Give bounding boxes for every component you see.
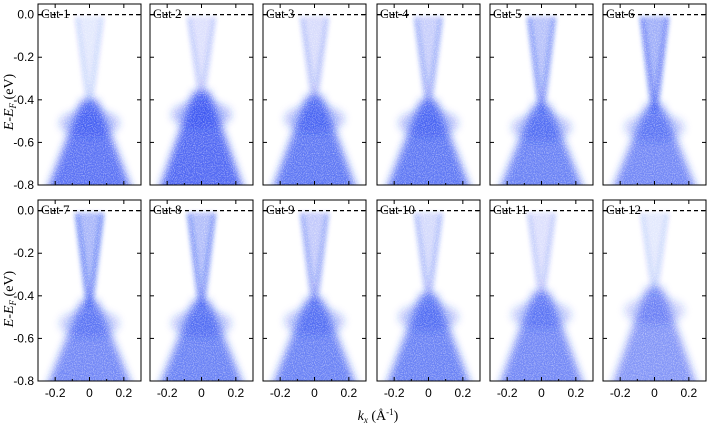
x-tick-label: 0 bbox=[538, 386, 545, 400]
panel-label: Cut 4 bbox=[380, 6, 409, 21]
intensity-map bbox=[263, 200, 366, 381]
x-tick-label: 0.2 bbox=[567, 386, 584, 400]
x-tick-label: 0 bbox=[198, 386, 205, 400]
panel-label: Cut 5 bbox=[493, 6, 522, 21]
x-tick-label: -0.2 bbox=[45, 386, 66, 400]
intensity-map bbox=[377, 4, 480, 185]
y-tick-label: -0.2 bbox=[13, 50, 34, 64]
x-tick-label: -0.2 bbox=[270, 386, 291, 400]
x-tick-label: -0.2 bbox=[157, 386, 178, 400]
x-tick-label: -0.2 bbox=[384, 386, 405, 400]
x-tick-label: 0.2 bbox=[454, 386, 471, 400]
arpes-panel: Cut 6 bbox=[602, 3, 707, 186]
y-tick-label: 0.0 bbox=[17, 8, 34, 22]
noise-texture bbox=[38, 200, 141, 381]
noise-texture bbox=[603, 4, 706, 185]
noise-texture bbox=[150, 200, 253, 381]
x-tick-label: 0 bbox=[311, 386, 318, 400]
arpes-panel: Cut 2 bbox=[149, 3, 254, 186]
noise-texture bbox=[490, 200, 593, 381]
intensity-map bbox=[603, 4, 706, 185]
panel-label: Cut 1 bbox=[41, 6, 70, 21]
y-axis-title-row2: E-EF (eV) bbox=[2, 270, 18, 328]
intensity-map bbox=[490, 200, 593, 381]
noise-texture bbox=[490, 4, 593, 185]
panel-label: Cut 8 bbox=[153, 202, 182, 217]
arpes-panel: Cut 3 bbox=[262, 3, 367, 186]
noise-texture bbox=[603, 200, 706, 381]
y-tick-label: -0.8 bbox=[13, 178, 34, 192]
panel-grid: Cut 1 0.0 -0.2 -0.4 -0.6 -0.8 Cut 2 Cut 3 Cut 4 C… bbox=[13, 3, 707, 400]
x-tick-label: 0.2 bbox=[680, 386, 697, 400]
x-tick-label: 0.2 bbox=[227, 386, 244, 400]
x-tick-label: 0.2 bbox=[340, 386, 357, 400]
y-tick-label: -0.6 bbox=[13, 135, 34, 149]
arpes-panel: Cut 7 -0.2 0 0.2 0.0 -0.2 -0.4 -0.6 -0.8 bbox=[13, 199, 142, 400]
y-tick-label: -0.4 bbox=[13, 289, 34, 303]
x-tick-label: -0.2 bbox=[610, 386, 631, 400]
arpes-panel: Cut 11 -0.2 0 0.2 bbox=[489, 199, 594, 400]
x-tick-label: -0.2 bbox=[497, 386, 518, 400]
arpes-panel: Cut 12 -0.2 0 0.2 bbox=[602, 199, 707, 400]
arpes-panel: Cut 5 bbox=[489, 3, 594, 186]
noise-texture bbox=[263, 200, 366, 381]
y-tick-label: -0.4 bbox=[13, 93, 34, 107]
arpes-panel: Cut 8 -0.2 0 0.2 bbox=[149, 199, 254, 400]
x-axis-title: kx (Å-1) bbox=[358, 407, 399, 425]
x-tick-label: 0.2 bbox=[115, 386, 132, 400]
noise-texture bbox=[377, 4, 480, 185]
intensity-map bbox=[263, 4, 366, 185]
intensity-map bbox=[150, 200, 253, 381]
y-tick-label: -0.8 bbox=[13, 374, 34, 388]
y-tick-label: 0.0 bbox=[17, 204, 34, 218]
noise-texture bbox=[263, 4, 366, 185]
noise-texture bbox=[150, 4, 253, 185]
x-tick-label: 0 bbox=[86, 386, 93, 400]
panel-label: Cut 9 bbox=[266, 202, 295, 217]
noise-texture bbox=[377, 200, 480, 381]
panel-label: Cut 3 bbox=[266, 6, 295, 21]
x-tick-label: 0 bbox=[651, 386, 658, 400]
x-tick-label: 0 bbox=[425, 386, 432, 400]
intensity-map bbox=[603, 200, 706, 381]
intensity-map bbox=[38, 4, 141, 185]
arpes-panel: Cut 9 -0.2 0 0.2 bbox=[262, 199, 367, 400]
noise-texture bbox=[38, 4, 141, 185]
panel-label: Cut 6 bbox=[606, 6, 635, 21]
y-axis-title-row1: E-EF (eV) bbox=[2, 73, 18, 131]
arpes-panel: Cut 4 bbox=[376, 3, 481, 186]
panel-label: Cut 11 bbox=[493, 202, 528, 217]
panel-label: Cut 2 bbox=[153, 6, 182, 21]
intensity-map bbox=[490, 4, 593, 185]
intensity-map bbox=[38, 200, 141, 381]
intensity-map bbox=[150, 4, 253, 185]
y-tick-label: -0.6 bbox=[13, 331, 34, 345]
panel-label: Cut 7 bbox=[41, 202, 70, 217]
panel-label: Cut 10 bbox=[380, 202, 415, 217]
panel-label: Cut 12 bbox=[606, 202, 641, 217]
intensity-map bbox=[377, 200, 480, 381]
arpes-panel: Cut 10 -0.2 0 0.2 bbox=[376, 199, 481, 400]
arpes-panel: Cut 1 0.0 -0.2 -0.4 -0.6 -0.8 bbox=[13, 3, 142, 192]
y-tick-label: -0.2 bbox=[13, 246, 34, 260]
